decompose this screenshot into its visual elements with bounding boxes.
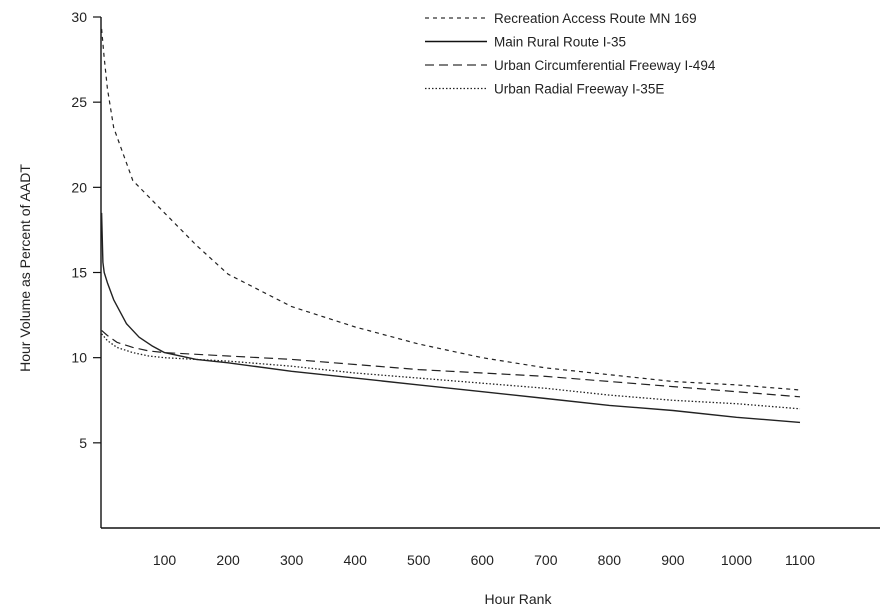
y-tick-label: 5 — [79, 435, 87, 451]
legend-label-2: Main Rural Route I-35 — [494, 35, 626, 50]
y-tick-label: 10 — [71, 350, 87, 366]
x-tick-label: 1000 — [721, 552, 752, 568]
series-line-3 — [101, 329, 801, 398]
y-tick-label: 15 — [71, 265, 87, 281]
x-tick-label: 300 — [280, 552, 304, 568]
series-line-1 — [101, 28, 801, 391]
y-tick-label: 25 — [71, 94, 87, 110]
series-group — [100, 28, 801, 424]
legend-label-4: Urban Radial Freeway I-35E — [494, 82, 664, 97]
series-line-4 — [101, 333, 801, 410]
y-axis-title: Hour Volume as Percent of AADT — [17, 164, 33, 372]
y-tick-label: 30 — [71, 9, 87, 25]
x-tick-label: 100 — [153, 552, 177, 568]
axes-group — [100, 17, 880, 529]
x-tick-label: 1100 — [785, 552, 815, 568]
legend: Recreation Access Route MN 169 Main Rural… — [425, 11, 716, 97]
y-ticks-group: 5 10 15 20 25 30 — [71, 9, 101, 451]
x-tick-label: 500 — [407, 552, 431, 568]
x-ticks-group: 100 200 300 400 500 600 700 800 900 1000 1100 — [153, 552, 815, 568]
legend-label-3: Urban Circumferential Freeway I-494 — [494, 58, 716, 73]
legend-label-1: Recreation Access Route MN 169 — [494, 11, 697, 26]
x-tick-label: 200 — [216, 552, 240, 568]
x-tick-label: 400 — [344, 552, 368, 568]
x-tick-label: 900 — [661, 552, 685, 568]
y-tick-label: 20 — [71, 179, 87, 195]
series-line-2 — [100, 212, 801, 424]
x-axis-title: Hour Rank — [485, 591, 553, 607]
x-tick-label: 700 — [534, 552, 558, 568]
x-tick-label: 600 — [471, 552, 495, 568]
x-tick-label: 800 — [598, 552, 622, 568]
